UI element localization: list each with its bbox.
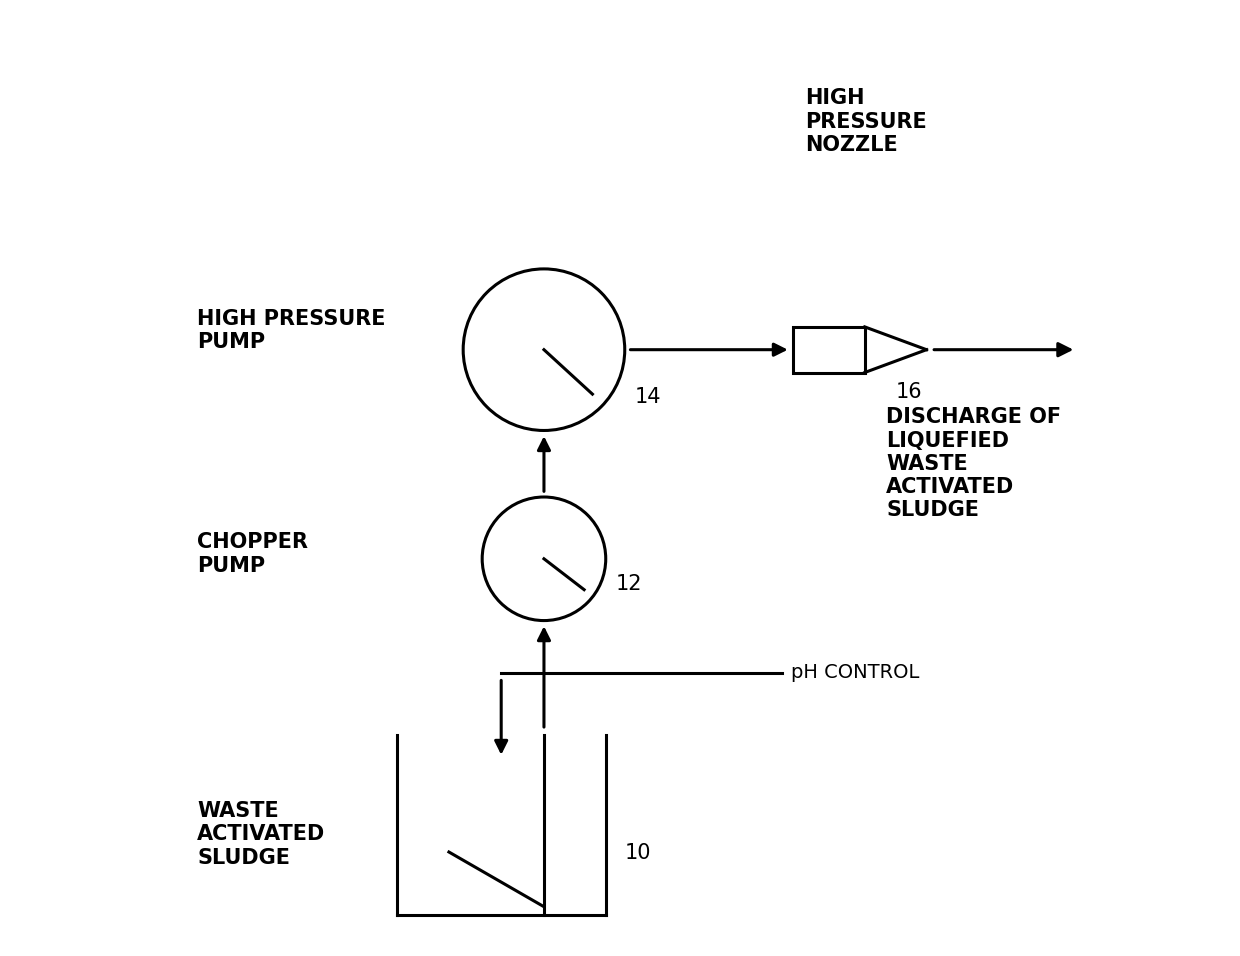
Text: 10: 10 <box>625 843 651 863</box>
Text: 14: 14 <box>634 387 661 407</box>
Text: 16: 16 <box>895 382 923 402</box>
Text: HIGH PRESSURE
PUMP: HIGH PRESSURE PUMP <box>197 309 386 352</box>
Text: HIGH
PRESSURE
NOZZLE: HIGH PRESSURE NOZZLE <box>805 88 928 155</box>
Text: DISCHARGE OF
LIQUEFIED
WASTE
ACTIVATED
SLUDGE: DISCHARGE OF LIQUEFIED WASTE ACTIVATED S… <box>887 407 1061 520</box>
Text: CHOPPER
PUMP: CHOPPER PUMP <box>197 532 308 576</box>
Text: pH CONTROL: pH CONTROL <box>791 663 919 683</box>
Text: WASTE
ACTIVATED
SLUDGE: WASTE ACTIVATED SLUDGE <box>197 801 325 868</box>
Text: 12: 12 <box>615 575 642 595</box>
Bar <box>794 327 864 373</box>
